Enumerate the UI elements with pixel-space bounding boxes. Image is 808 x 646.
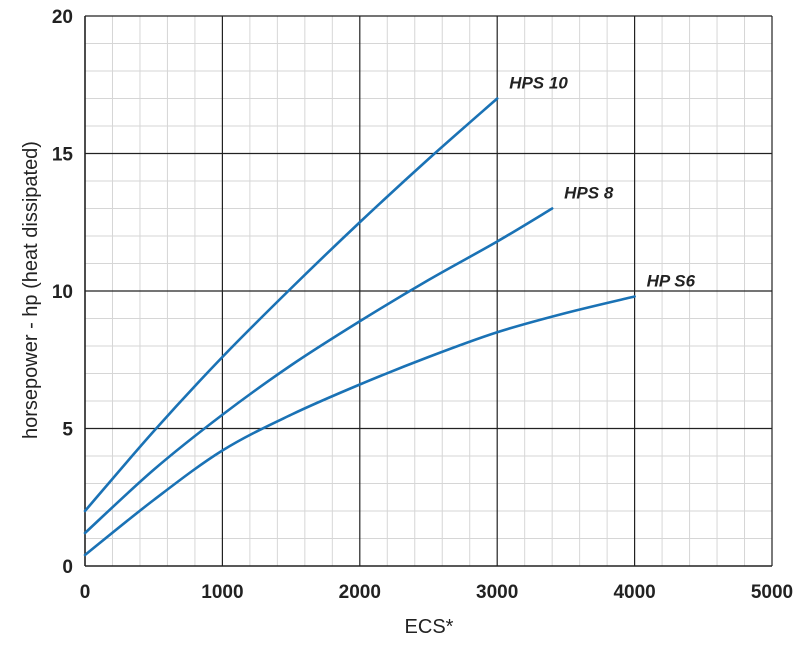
y-tick-label: 15	[52, 145, 74, 166]
series-line-hps-8	[83, 207, 554, 535]
major-gridlines	[85, 15, 773, 566]
x-axis-title: ECS*	[405, 616, 454, 638]
series-line-hp-s6	[83, 295, 636, 557]
x-tick-label: 4000	[613, 582, 655, 603]
y-tick-label: 0	[62, 557, 73, 578]
series-lines	[83, 97, 636, 557]
tick-labels: 0 1000 2000 3000 4000 5000 0 5 10 15 20	[52, 7, 793, 603]
x-tick-label: 3000	[476, 582, 518, 603]
series-label-hp-s6: HP S6	[647, 272, 696, 291]
y-tick-label: 20	[52, 7, 73, 28]
axes	[84, 16, 772, 567]
x-tick-label: 0	[80, 582, 91, 603]
y-tick-label: 5	[62, 420, 73, 441]
x-tick-label: 1000	[201, 582, 243, 603]
y-tick-label: 10	[52, 282, 73, 303]
x-tick-label: 5000	[751, 582, 793, 603]
y-axis-title: horsepower - hp (heat dissipated)	[20, 141, 42, 439]
series-label-hps-10: HPS 10	[509, 74, 568, 93]
x-tick-label: 2000	[339, 582, 381, 603]
series-line-hps-10	[83, 97, 499, 513]
series-label-hps-8: HPS 8	[564, 184, 614, 203]
series-labels: HPS 10 HPS 8 HP S6	[509, 74, 695, 291]
